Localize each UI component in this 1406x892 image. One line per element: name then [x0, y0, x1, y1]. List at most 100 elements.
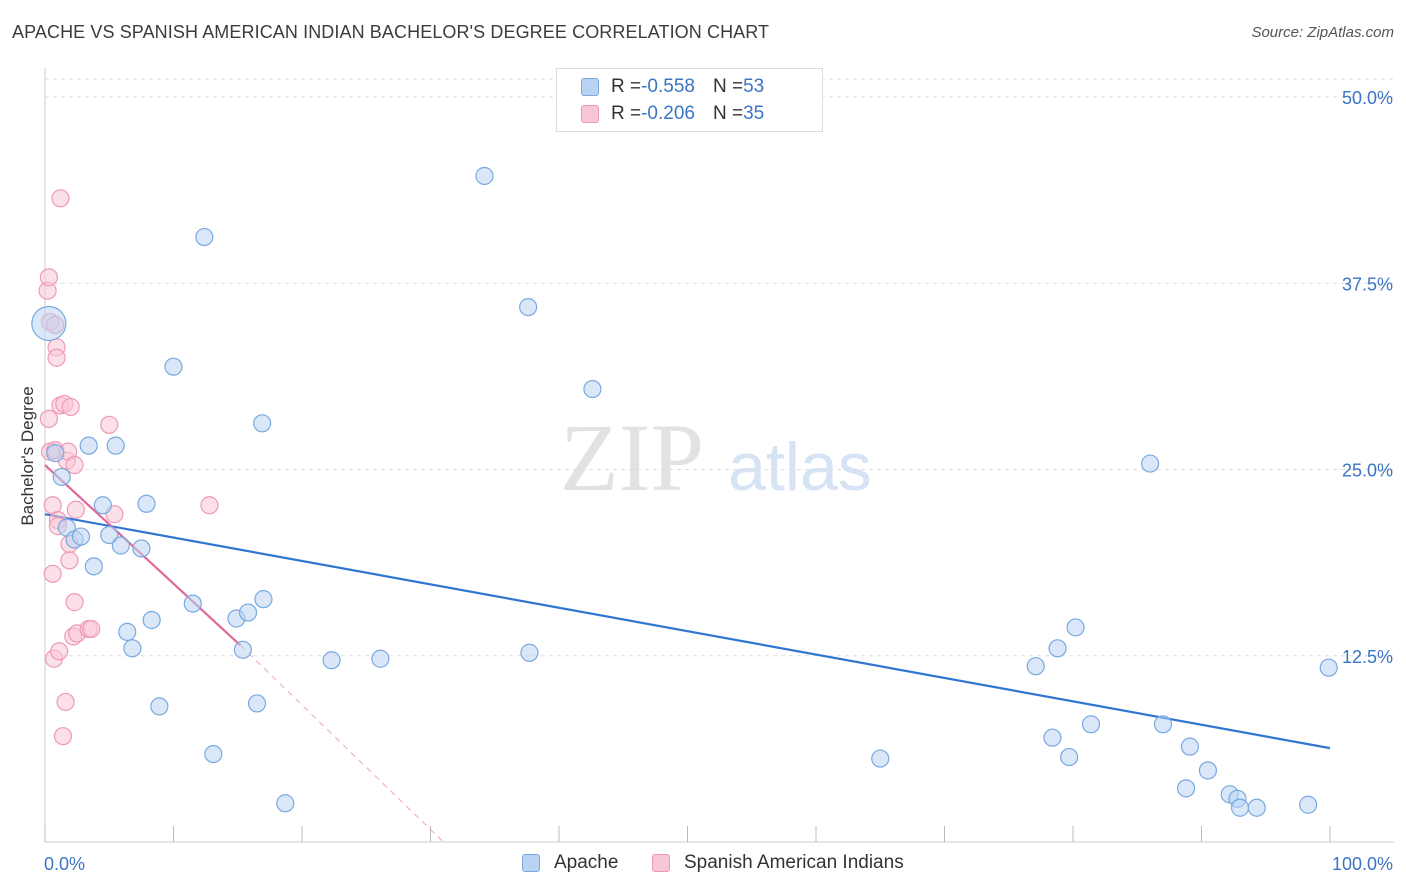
series-legend: Apache Spanish American Indians: [0, 852, 1406, 876]
x-tick-label-min: 0.0%: [44, 854, 85, 874]
apache-point: [238, 603, 258, 622]
y-tick-label-0: 12.5%: [1342, 647, 1393, 667]
apache-point: [371, 649, 390, 668]
legend-item-apache: Apache: [522, 852, 618, 874]
apache-point: [142, 610, 161, 630]
legend-spanish-label: Spanish American Indians: [684, 852, 904, 873]
series-apache: [31, 166, 1338, 817]
apache-point: [118, 622, 137, 642]
spanish-point: [39, 409, 58, 428]
apache-point: [253, 414, 272, 433]
apache-n-value: 53: [743, 76, 765, 97]
apache-r-value: -0.558: [641, 76, 695, 97]
spanish-r-value: -0.206: [641, 103, 695, 124]
apache-n-label: N =: [712, 76, 744, 97]
apache-point: [123, 639, 142, 658]
apache-point: [247, 694, 267, 713]
apache-point: [1026, 657, 1045, 676]
trendline-apache-0: [44, 513, 1331, 750]
spanish-point: [43, 564, 62, 583]
apache-point: [520, 643, 539, 662]
apache-point: [93, 496, 112, 515]
apache-swatch: [581, 78, 599, 96]
apache-point: [195, 227, 214, 247]
apache-point: [71, 527, 91, 546]
apache-point: [111, 536, 130, 555]
apache-point: [1153, 715, 1173, 734]
spanish-point: [200, 496, 219, 515]
apache-r-label: R =: [611, 76, 642, 97]
watermark-atlas: atlas: [728, 429, 872, 505]
trendline-spanish-2: [239, 644, 444, 843]
apache-point: [79, 436, 98, 455]
apache-point: [52, 467, 71, 487]
watermark-zip: ZIP: [560, 404, 704, 511]
apache-point: [1176, 779, 1196, 798]
apache-point: [1230, 798, 1250, 817]
apache-point: [1081, 715, 1101, 734]
spanish-point: [53, 727, 73, 746]
apache-point: [871, 749, 890, 768]
y-tick-labels: 12.5% 25.0% 37.5% 50.0%: [1342, 88, 1393, 667]
spanish-point: [65, 593, 84, 612]
legend-apache-swatch: [522, 854, 540, 872]
apache-point: [1043, 728, 1062, 747]
apache-point: [1066, 618, 1085, 637]
spanish-point: [60, 551, 79, 570]
apache-point: [84, 557, 103, 576]
spanish-swatch: [581, 105, 599, 123]
source-label: Source: ZipAtlas.com: [1251, 24, 1394, 41]
spanish-point: [66, 500, 85, 519]
gridlines: [45, 78, 1394, 657]
apache-point: [254, 590, 273, 609]
watermark: ZIP atlas: [560, 404, 872, 511]
spanish-point: [65, 455, 84, 475]
y-tick-label-2: 37.5%: [1342, 274, 1393, 294]
legend-apache-label: Apache: [554, 852, 619, 873]
legend-spanish-swatch: [652, 854, 670, 872]
spanish-point: [100, 415, 119, 434]
spanish-n-value: 35: [743, 103, 765, 124]
spanish-point: [50, 642, 69, 661]
apache-point: [1060, 747, 1079, 767]
spanish-point: [51, 189, 70, 208]
apache-point: [106, 436, 125, 455]
spanish-n-label: N =: [712, 103, 744, 124]
apache-point: [1247, 798, 1266, 817]
legend-item-spanish: Spanish American Indians: [652, 852, 904, 874]
x-tick-labels: 0.0% 100.0%: [44, 854, 1393, 874]
apache-point: [1048, 639, 1067, 658]
apache-point: [204, 744, 223, 764]
apache-point: [164, 357, 183, 376]
apache-point: [519, 297, 538, 317]
series-spanish-american-indians: [38, 189, 219, 746]
apache-point: [276, 794, 295, 813]
apache-point: [1140, 454, 1160, 473]
apache-point: [322, 651, 341, 670]
apache-point: [1180, 737, 1200, 756]
y-tick-label-3: 50.0%: [1342, 88, 1393, 108]
apache-point: [1198, 761, 1218, 780]
apache-point: [1299, 795, 1318, 814]
x-tick-label-max: 100.0%: [1332, 854, 1393, 874]
apache-point: [132, 539, 151, 558]
spanish-point: [39, 268, 58, 287]
legend-row-spanish: R = -0.206 N = 35: [581, 102, 764, 126]
y-axis-label: Bachelor's Degree: [18, 386, 37, 526]
apache-point: [137, 494, 156, 513]
axes: [44, 68, 1394, 843]
apache-point: [46, 444, 65, 463]
apache-point: [1319, 658, 1338, 677]
apache-point: [31, 305, 67, 342]
apache-point: [100, 525, 119, 545]
spanish-point: [56, 692, 75, 712]
spanish-r-label: R =: [611, 103, 642, 124]
apache-point: [475, 166, 494, 186]
y-tick-label-1: 25.0%: [1342, 461, 1393, 481]
correlation-legend: R = -0.558 N = 53 R = -0.206 N = 35: [556, 68, 823, 132]
spanish-point: [61, 397, 80, 417]
apache-point: [233, 640, 252, 659]
legend-row-apache: R = -0.558 N = 53: [581, 75, 764, 99]
chart-title: APACHE VS SPANISH AMERICAN INDIAN BACHEL…: [12, 22, 770, 42]
